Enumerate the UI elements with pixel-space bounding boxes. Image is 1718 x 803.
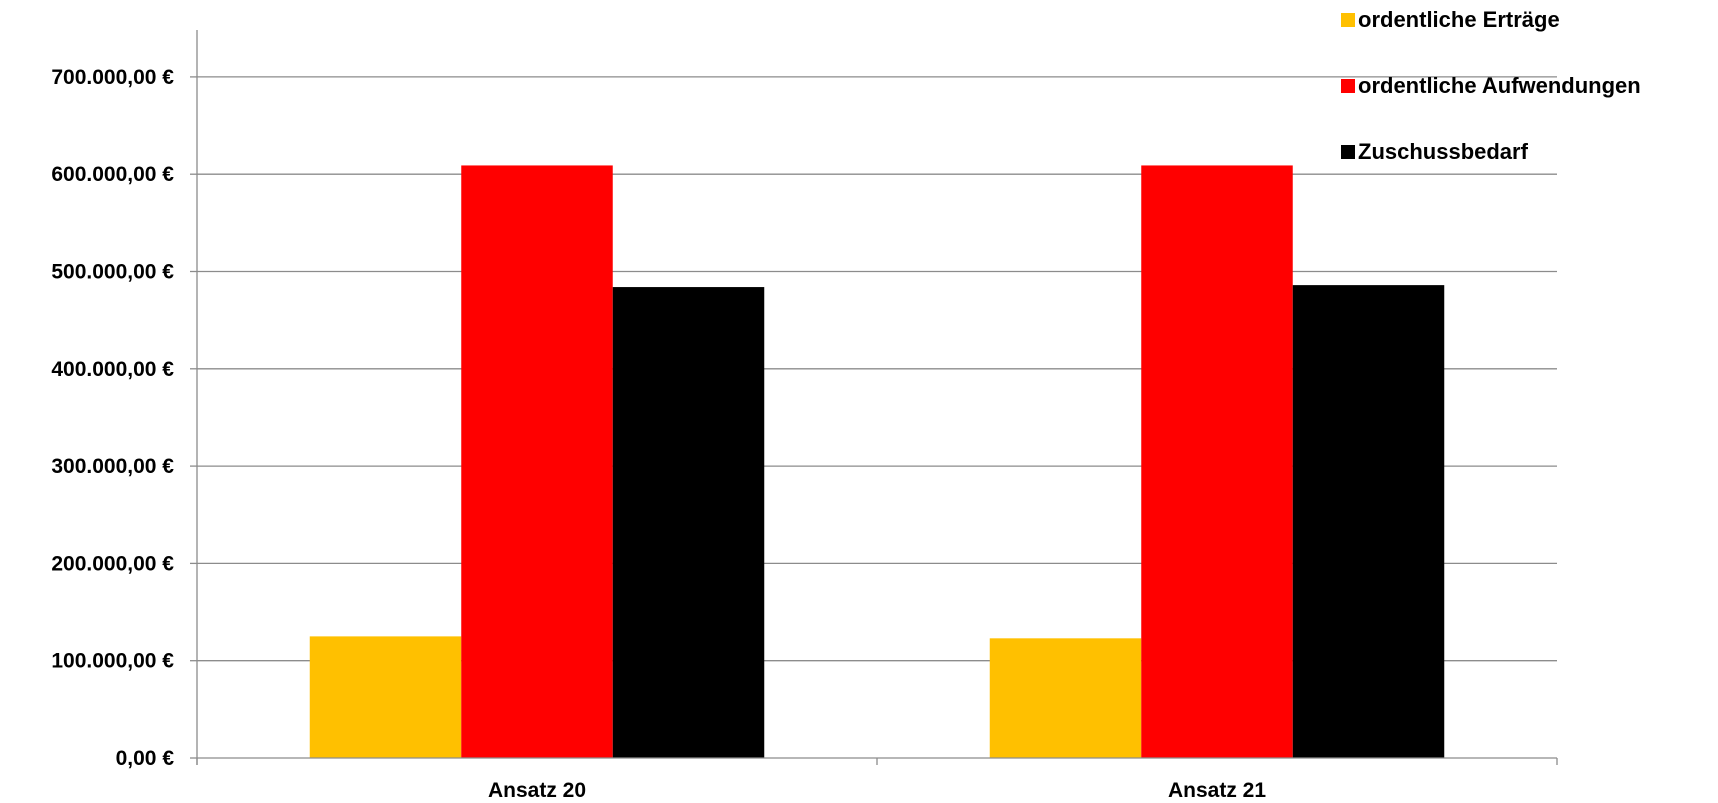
bar [1292, 285, 1445, 758]
y-tick-label: 400.000,00 € [51, 358, 174, 381]
y-tick-label: 300.000,00 € [51, 455, 174, 478]
y-tick-label: 600.000,00 € [51, 163, 174, 186]
y-tick-label: 0,00 € [116, 747, 175, 770]
bar [309, 636, 462, 758]
bars [309, 165, 1445, 758]
legend: ordentliche Erträge ordentliche Aufwendun… [1341, 7, 1641, 164]
y-tick-label: 100.000,00 € [51, 650, 174, 673]
x-category-label: Ansatz 20 [488, 779, 586, 802]
legend-swatch [1341, 13, 1355, 27]
y-axis-tick-labels: 0,00 € 100.000,00 € 200.000,00 € 300.000,00… [51, 66, 174, 770]
bar [612, 287, 765, 758]
y-tick-label: 200.000,00 € [51, 552, 174, 575]
x-axis-category-labels: Ansatz 20 Ansatz 21 [488, 779, 1266, 802]
y-tick-label: 700.000,00 € [51, 66, 174, 89]
bar [461, 165, 613, 758]
legend-label: Zuschussbedarf [1358, 139, 1529, 164]
gridlines [197, 76, 1557, 662]
legend-label: ordentliche Erträge [1358, 7, 1560, 32]
legend-swatch [1341, 145, 1355, 159]
bar [1141, 165, 1293, 758]
bar [989, 638, 1142, 758]
x-category-label: Ansatz 21 [1168, 779, 1266, 802]
legend-swatch [1341, 79, 1355, 93]
axes [190, 30, 1558, 765]
y-tick-label: 500.000,00 € [51, 261, 174, 284]
legend-label: ordentliche Aufwendungen [1358, 73, 1641, 98]
